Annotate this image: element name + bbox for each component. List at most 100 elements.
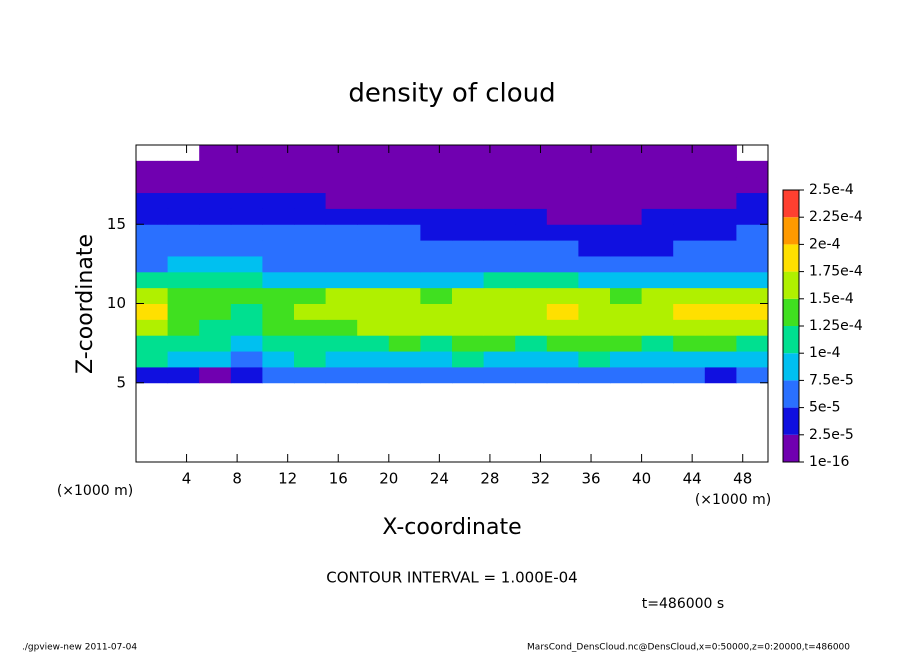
heat-cell xyxy=(325,335,358,352)
heat-cell xyxy=(452,351,485,368)
heat-cell xyxy=(546,303,579,320)
heat-cell xyxy=(420,271,453,289)
heat-cell xyxy=(515,351,548,368)
heat-cell xyxy=(704,287,737,304)
heat-cell xyxy=(357,255,390,273)
heat-cell xyxy=(736,240,769,257)
heat-cell xyxy=(388,287,421,304)
heat-cell xyxy=(673,255,706,273)
heat-cell xyxy=(357,224,390,241)
heat-cell xyxy=(294,240,327,257)
heat-cell xyxy=(136,208,169,225)
heat-cell xyxy=(673,160,706,178)
heat-cell xyxy=(704,303,737,320)
heat-cell xyxy=(483,319,516,336)
heat-cell xyxy=(167,255,200,273)
heat-cell xyxy=(230,160,263,178)
heat-cell xyxy=(230,271,263,289)
heat-cell xyxy=(230,319,263,336)
heat-cell xyxy=(736,335,769,352)
heat-cell xyxy=(325,224,358,241)
heat-cell xyxy=(673,366,706,384)
heat-cell xyxy=(736,303,769,320)
heat-cell xyxy=(357,287,390,304)
heat-cell xyxy=(199,160,232,178)
heat-cell xyxy=(136,366,169,384)
heat-cell xyxy=(294,208,327,225)
heat-cell xyxy=(167,160,200,178)
heat-cell xyxy=(452,160,485,178)
heat-cell xyxy=(578,160,611,178)
colorbar-label: 1.25e-4 xyxy=(809,318,863,334)
heat-cell xyxy=(388,366,421,384)
x-axis-label: X-coordinate xyxy=(382,515,521,540)
heat-cell xyxy=(641,366,674,384)
heat-cell xyxy=(515,287,548,304)
heat-cell xyxy=(452,271,485,289)
heat-cell xyxy=(388,255,421,273)
heat-cell xyxy=(262,303,295,320)
heat-cell xyxy=(452,240,485,257)
heat-cell xyxy=(610,192,643,209)
heat-cell xyxy=(294,192,327,209)
heat-cell xyxy=(294,255,327,273)
heat-cell xyxy=(167,224,200,241)
heat-cell xyxy=(704,192,737,209)
heat-cell xyxy=(136,271,169,289)
heat-cell xyxy=(452,287,485,304)
heat-cell xyxy=(420,145,453,162)
heat-cell xyxy=(515,255,548,273)
heat-cell xyxy=(515,192,548,209)
heat-cell xyxy=(199,303,232,320)
heat-cell xyxy=(578,335,611,352)
heat-cell xyxy=(483,303,516,320)
heat-cell xyxy=(673,271,706,289)
heat-cell xyxy=(230,255,263,273)
x-tick-label: 36 xyxy=(581,470,600,488)
heat-cell xyxy=(420,319,453,336)
colorbar-band xyxy=(783,434,799,462)
heat-cell xyxy=(420,303,453,320)
heat-cell xyxy=(546,145,579,162)
heat-cell xyxy=(199,176,232,194)
heat-cell xyxy=(452,319,485,336)
heat-cell xyxy=(136,335,169,352)
heat-cell xyxy=(704,255,737,273)
heat-cell xyxy=(546,160,579,178)
heat-cell xyxy=(546,208,579,225)
heat-cell xyxy=(262,208,295,225)
heat-cell xyxy=(230,335,263,352)
heat-cell xyxy=(167,319,200,336)
heat-cell xyxy=(325,271,358,289)
heat-cell xyxy=(610,255,643,273)
heat-cell xyxy=(515,366,548,384)
heat-cell xyxy=(578,366,611,384)
y-tick-label: 15 xyxy=(107,215,126,233)
heat-cell xyxy=(452,255,485,273)
heat-cell xyxy=(420,351,453,368)
heat-cell xyxy=(294,351,327,368)
heat-cell xyxy=(388,351,421,368)
heat-cell xyxy=(357,160,390,178)
heat-cell xyxy=(483,287,516,304)
heat-cell xyxy=(736,176,769,194)
y-tick-label: 5 xyxy=(116,373,126,391)
heat-cell xyxy=(388,208,421,225)
heat-cell xyxy=(294,287,327,304)
heat-cell xyxy=(704,271,737,289)
heat-cell xyxy=(610,240,643,257)
colorbar-label: 2e-4 xyxy=(809,236,841,252)
heat-cell xyxy=(262,224,295,241)
heat-cell xyxy=(230,287,263,304)
colorbar-label: 2.5e-5 xyxy=(809,427,854,443)
heat-cell xyxy=(452,303,485,320)
heat-cell xyxy=(641,351,674,368)
footer-left: ./gpview-new 2011-07-04 xyxy=(22,643,137,653)
heat-cell xyxy=(610,208,643,225)
heat-cell xyxy=(262,160,295,178)
heat-cell xyxy=(673,176,706,194)
heat-cell xyxy=(515,224,548,241)
heat-cell xyxy=(673,319,706,336)
heat-cell xyxy=(736,366,769,384)
contour-interval: CONTOUR INTERVAL = 1.000E-04 xyxy=(326,569,577,587)
